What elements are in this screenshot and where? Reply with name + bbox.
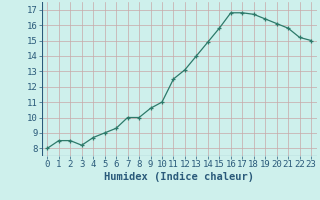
X-axis label: Humidex (Indice chaleur): Humidex (Indice chaleur) xyxy=(104,172,254,182)
